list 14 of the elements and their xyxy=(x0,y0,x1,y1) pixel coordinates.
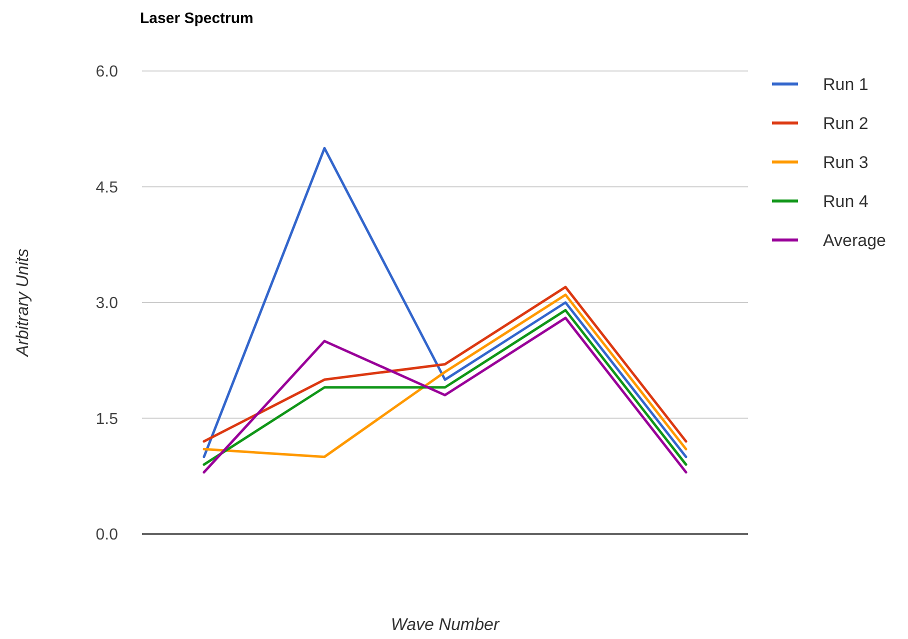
x-axis-title: Wave Number xyxy=(390,615,500,634)
line-series xyxy=(202,146,688,458)
y-tick-label: 1.5 xyxy=(96,410,118,428)
legend-label: Run 1 xyxy=(823,74,868,94)
legend-label: Run 2 xyxy=(823,114,868,133)
legend-label: Run 4 xyxy=(823,192,868,211)
legend-label: Average xyxy=(823,230,886,250)
y-tick-label: 0.0 xyxy=(96,526,118,544)
legend-label: Run 3 xyxy=(823,152,868,172)
chart-title: Laser Spectrum xyxy=(140,10,254,27)
y-tick-label: 3.0 xyxy=(96,295,118,312)
y-axis-title: Arbitrary Units xyxy=(13,248,32,358)
y-tick-label: 6.0 xyxy=(96,64,118,81)
y-tick-label: 4.5 xyxy=(96,179,118,196)
